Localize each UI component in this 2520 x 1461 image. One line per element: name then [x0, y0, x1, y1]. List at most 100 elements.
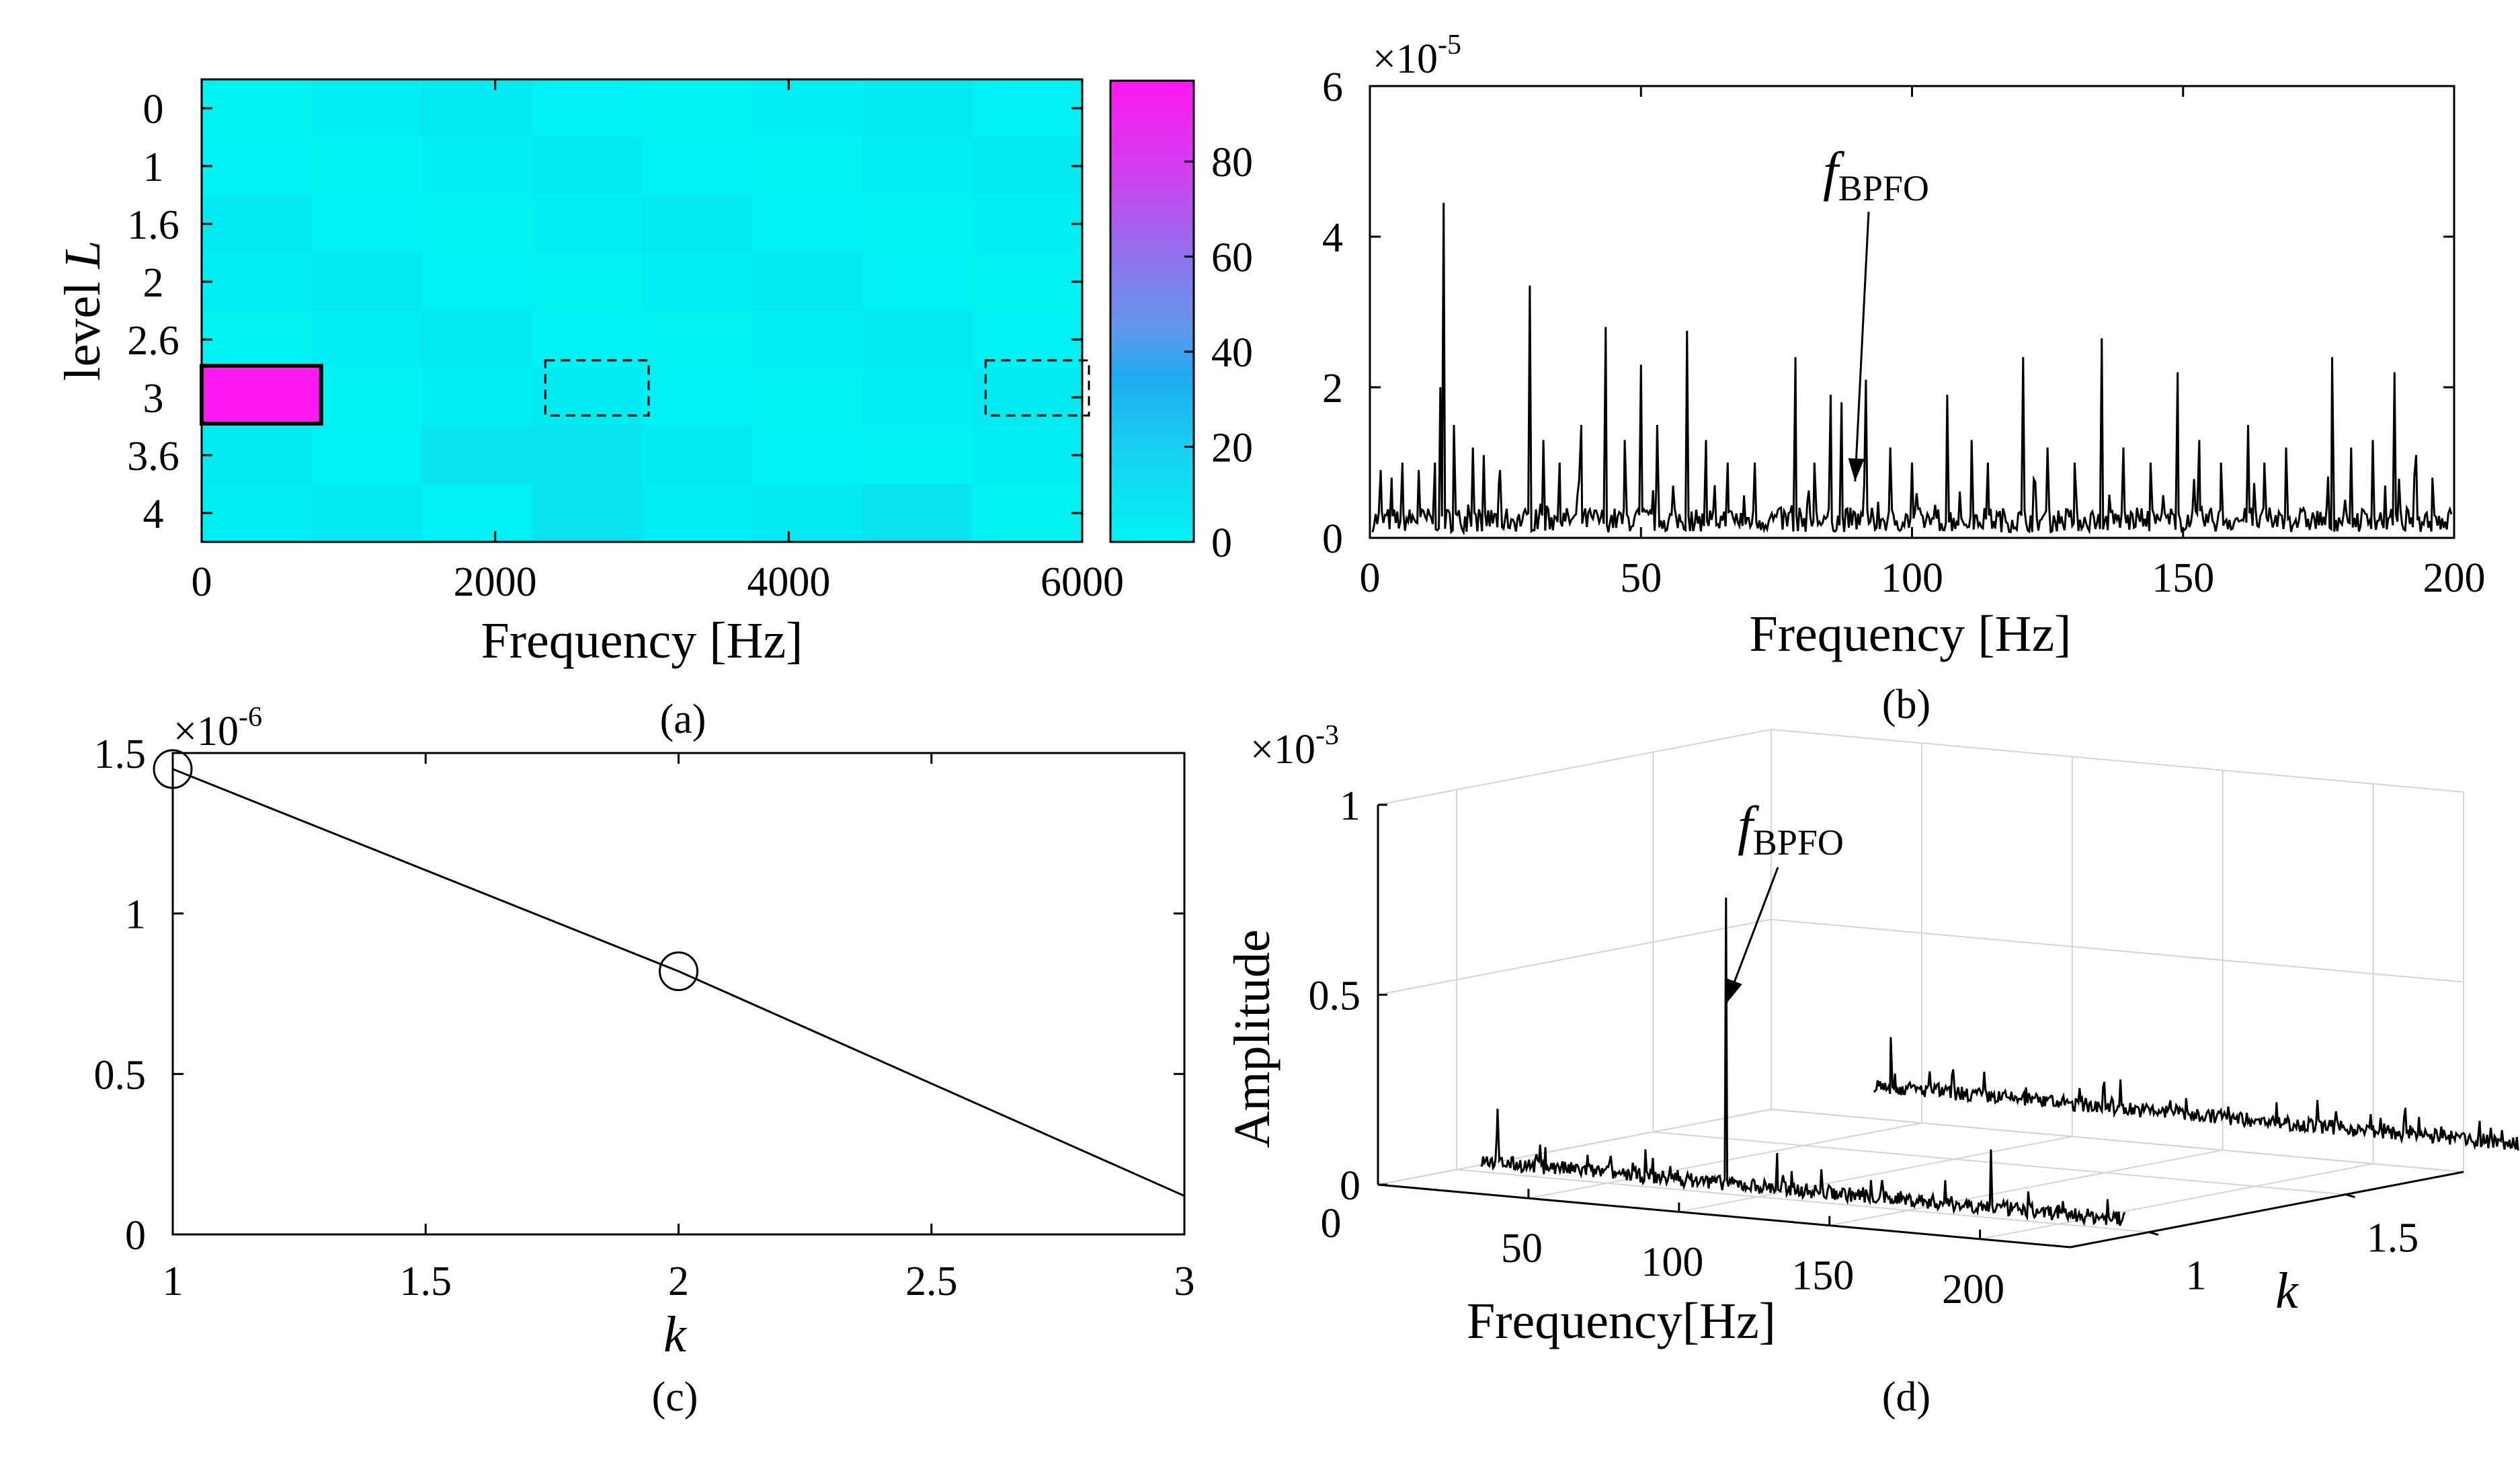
- heatmap-cell: [642, 79, 753, 138]
- spectrum-y-tick-label: 0: [1322, 516, 1343, 562]
- spectrum-y-tick-label: 2: [1322, 366, 1343, 411]
- spectrum-x-tick-label: 50: [1620, 555, 1662, 601]
- heatmap-x-tick-label: 6000: [1041, 559, 1124, 605]
- heatmap-cell: [421, 137, 532, 196]
- heatmap-cell: [862, 253, 973, 311]
- k-x-tick-label: 1.5: [400, 1259, 452, 1304]
- bpfo-sub-b: BPFO: [1838, 168, 1929, 208]
- spectrum-y-tick-label: 4: [1322, 215, 1343, 261]
- heatmap-cell: [202, 311, 313, 369]
- heatmap-cell: [751, 426, 862, 485]
- scale-exp-d: -3: [1315, 720, 1339, 751]
- heatmap-cell: [751, 195, 862, 253]
- k-ticks: 1 1.5 2 2.5 3 0 0.5 1 1.5: [94, 732, 1195, 1304]
- y-label-italic: L: [54, 241, 111, 270]
- k-y-tick-label: 0: [125, 1213, 146, 1259]
- grid-line: [1829, 1149, 2223, 1226]
- waterfall-k-tick-label: 1: [2186, 1253, 2207, 1299]
- colorbar-tick-label: 20: [1211, 426, 1253, 471]
- heatmap-cell: [202, 253, 313, 311]
- heatmap-x-tick-label: 2000: [454, 559, 537, 605]
- heatmap-cell: [862, 311, 973, 369]
- heatmap-cell: [972, 368, 1083, 427]
- caption-a: (a): [660, 697, 706, 742]
- waterfall-line-k1: [1480, 898, 2126, 1226]
- heatmap-cell: [311, 311, 422, 369]
- grid-line: [1456, 1169, 2150, 1233]
- spectrum-x-tick-label: 150: [2152, 555, 2214, 601]
- heatmap-cell: [972, 195, 1083, 253]
- max-kurtosis-cell: [200, 364, 323, 426]
- heatmap-cell: [972, 137, 1083, 196]
- heatmap-x-tick-label: 4000: [747, 559, 830, 605]
- heatmap-cell: [751, 311, 862, 369]
- heatmap-cell: [421, 195, 532, 253]
- grid-line: [1771, 729, 2464, 793]
- waterfall-scale: ×10-3: [1250, 720, 1339, 773]
- heatmap-cell: [862, 426, 973, 485]
- heatmap-cell: [862, 79, 973, 138]
- dashed-boxes: [544, 359, 1090, 417]
- grid-line: [1377, 918, 1772, 996]
- waterfall-x-tick-label: 200: [1942, 1267, 2004, 1312]
- k-marker-circle: [659, 951, 698, 992]
- heatmap-cells: [202, 79, 1083, 543]
- grid-line: [1377, 729, 1772, 805]
- colorbar-tick-label: 80: [1211, 140, 1253, 186]
- heatmap-cell: [532, 195, 643, 253]
- heatmap-cell: [202, 484, 313, 543]
- spectrum-scale: ×10-5: [1373, 30, 1461, 82]
- waterfall-x-tick-label: 0: [1321, 1201, 1342, 1247]
- heatmap-cell: [311, 195, 422, 253]
- grid-line: [1678, 1136, 2073, 1213]
- bpfo-arrow-d: [1725, 867, 1779, 1004]
- waterfall-x-label: Frequency[Hz]: [1467, 1293, 1776, 1349]
- heatmap-x-tick-label: 0: [192, 559, 212, 605]
- heatmap-cell: [972, 484, 1083, 543]
- k-decay-line: [172, 768, 1185, 1197]
- heatmap-cell: [862, 368, 973, 427]
- grid-line: [1980, 1162, 2373, 1240]
- heatmap-y-tick-label: 3.6: [127, 434, 179, 479]
- caption-b: (b): [1882, 682, 1930, 727]
- heatmap-y-tick-label: 4: [143, 491, 164, 537]
- waterfall-grid: [1377, 729, 2464, 1248]
- caption-c: (c): [652, 1374, 698, 1420]
- heatmap-cell: [532, 368, 643, 427]
- heatmap-cell: [311, 484, 422, 543]
- heatmap-cell: [862, 137, 973, 196]
- heatmap-y-ticks: 0 1 1.6 2 2.6 3 3.6 4: [127, 87, 1082, 537]
- heatmap-cell: [532, 426, 643, 485]
- spectrum-y-tick-label: 6: [1322, 65, 1343, 110]
- k-x-tick-label: 2: [668, 1259, 689, 1304]
- heatmap-y-tick-label: 1: [143, 145, 164, 190]
- heatmap-x-label: Frequency [Hz]: [481, 613, 803, 669]
- k-x-tick-label: 3: [1174, 1259, 1195, 1304]
- k-y-tick-label: 1: [125, 892, 146, 938]
- heatmap-cell: [311, 137, 422, 196]
- heatmap-cell: [642, 311, 753, 369]
- heatmap-cell: [202, 137, 313, 196]
- heatmap-cell: [311, 253, 422, 311]
- waterfall-x-axis: [1377, 1183, 2071, 1249]
- spectrum-x-tick-label: 0: [1360, 555, 1381, 601]
- spectrum-line: [1371, 202, 2453, 536]
- heatmap-cell: [311, 426, 422, 485]
- heatmap-cell: [642, 253, 753, 311]
- waterfall-k-tick-label: 1.5: [2367, 1216, 2419, 1261]
- spectrum-ticks: 0 50 100 150 200 0 2 4 6: [1322, 65, 2486, 601]
- waterfall-ticks: 0 50 100 150 200 1 1.5 0 0.5 1: [1309, 783, 2419, 1312]
- panel-a-heatmap: 0 2000 4000 6000 0 1 1.6 2 2.6 3 3.6 4 0 20 40 60 80 F…: [54, 78, 1253, 742]
- heatmap-cell: [202, 426, 313, 485]
- heatmap-y-tick-label: 3: [143, 376, 164, 422]
- heatmap-cell: [751, 484, 862, 543]
- heatmap-cell: [202, 79, 313, 138]
- max-kurtosis-box: [200, 364, 323, 426]
- colorbar: [1109, 79, 1195, 543]
- panel-d-waterfall: 0 50 100 150 200 1 1.5 0 0.5 1 ×10-3 fBPFO Amplit…: [1224, 720, 2519, 1420]
- colorbar-tick-label: 60: [1211, 235, 1253, 281]
- k-scale: ×10-6: [173, 702, 262, 754]
- waterfall-line-k2: [1873, 1037, 2519, 1151]
- grid-line: [1377, 1109, 1772, 1185]
- heatmap-y-tick-label: 2.6: [127, 318, 179, 364]
